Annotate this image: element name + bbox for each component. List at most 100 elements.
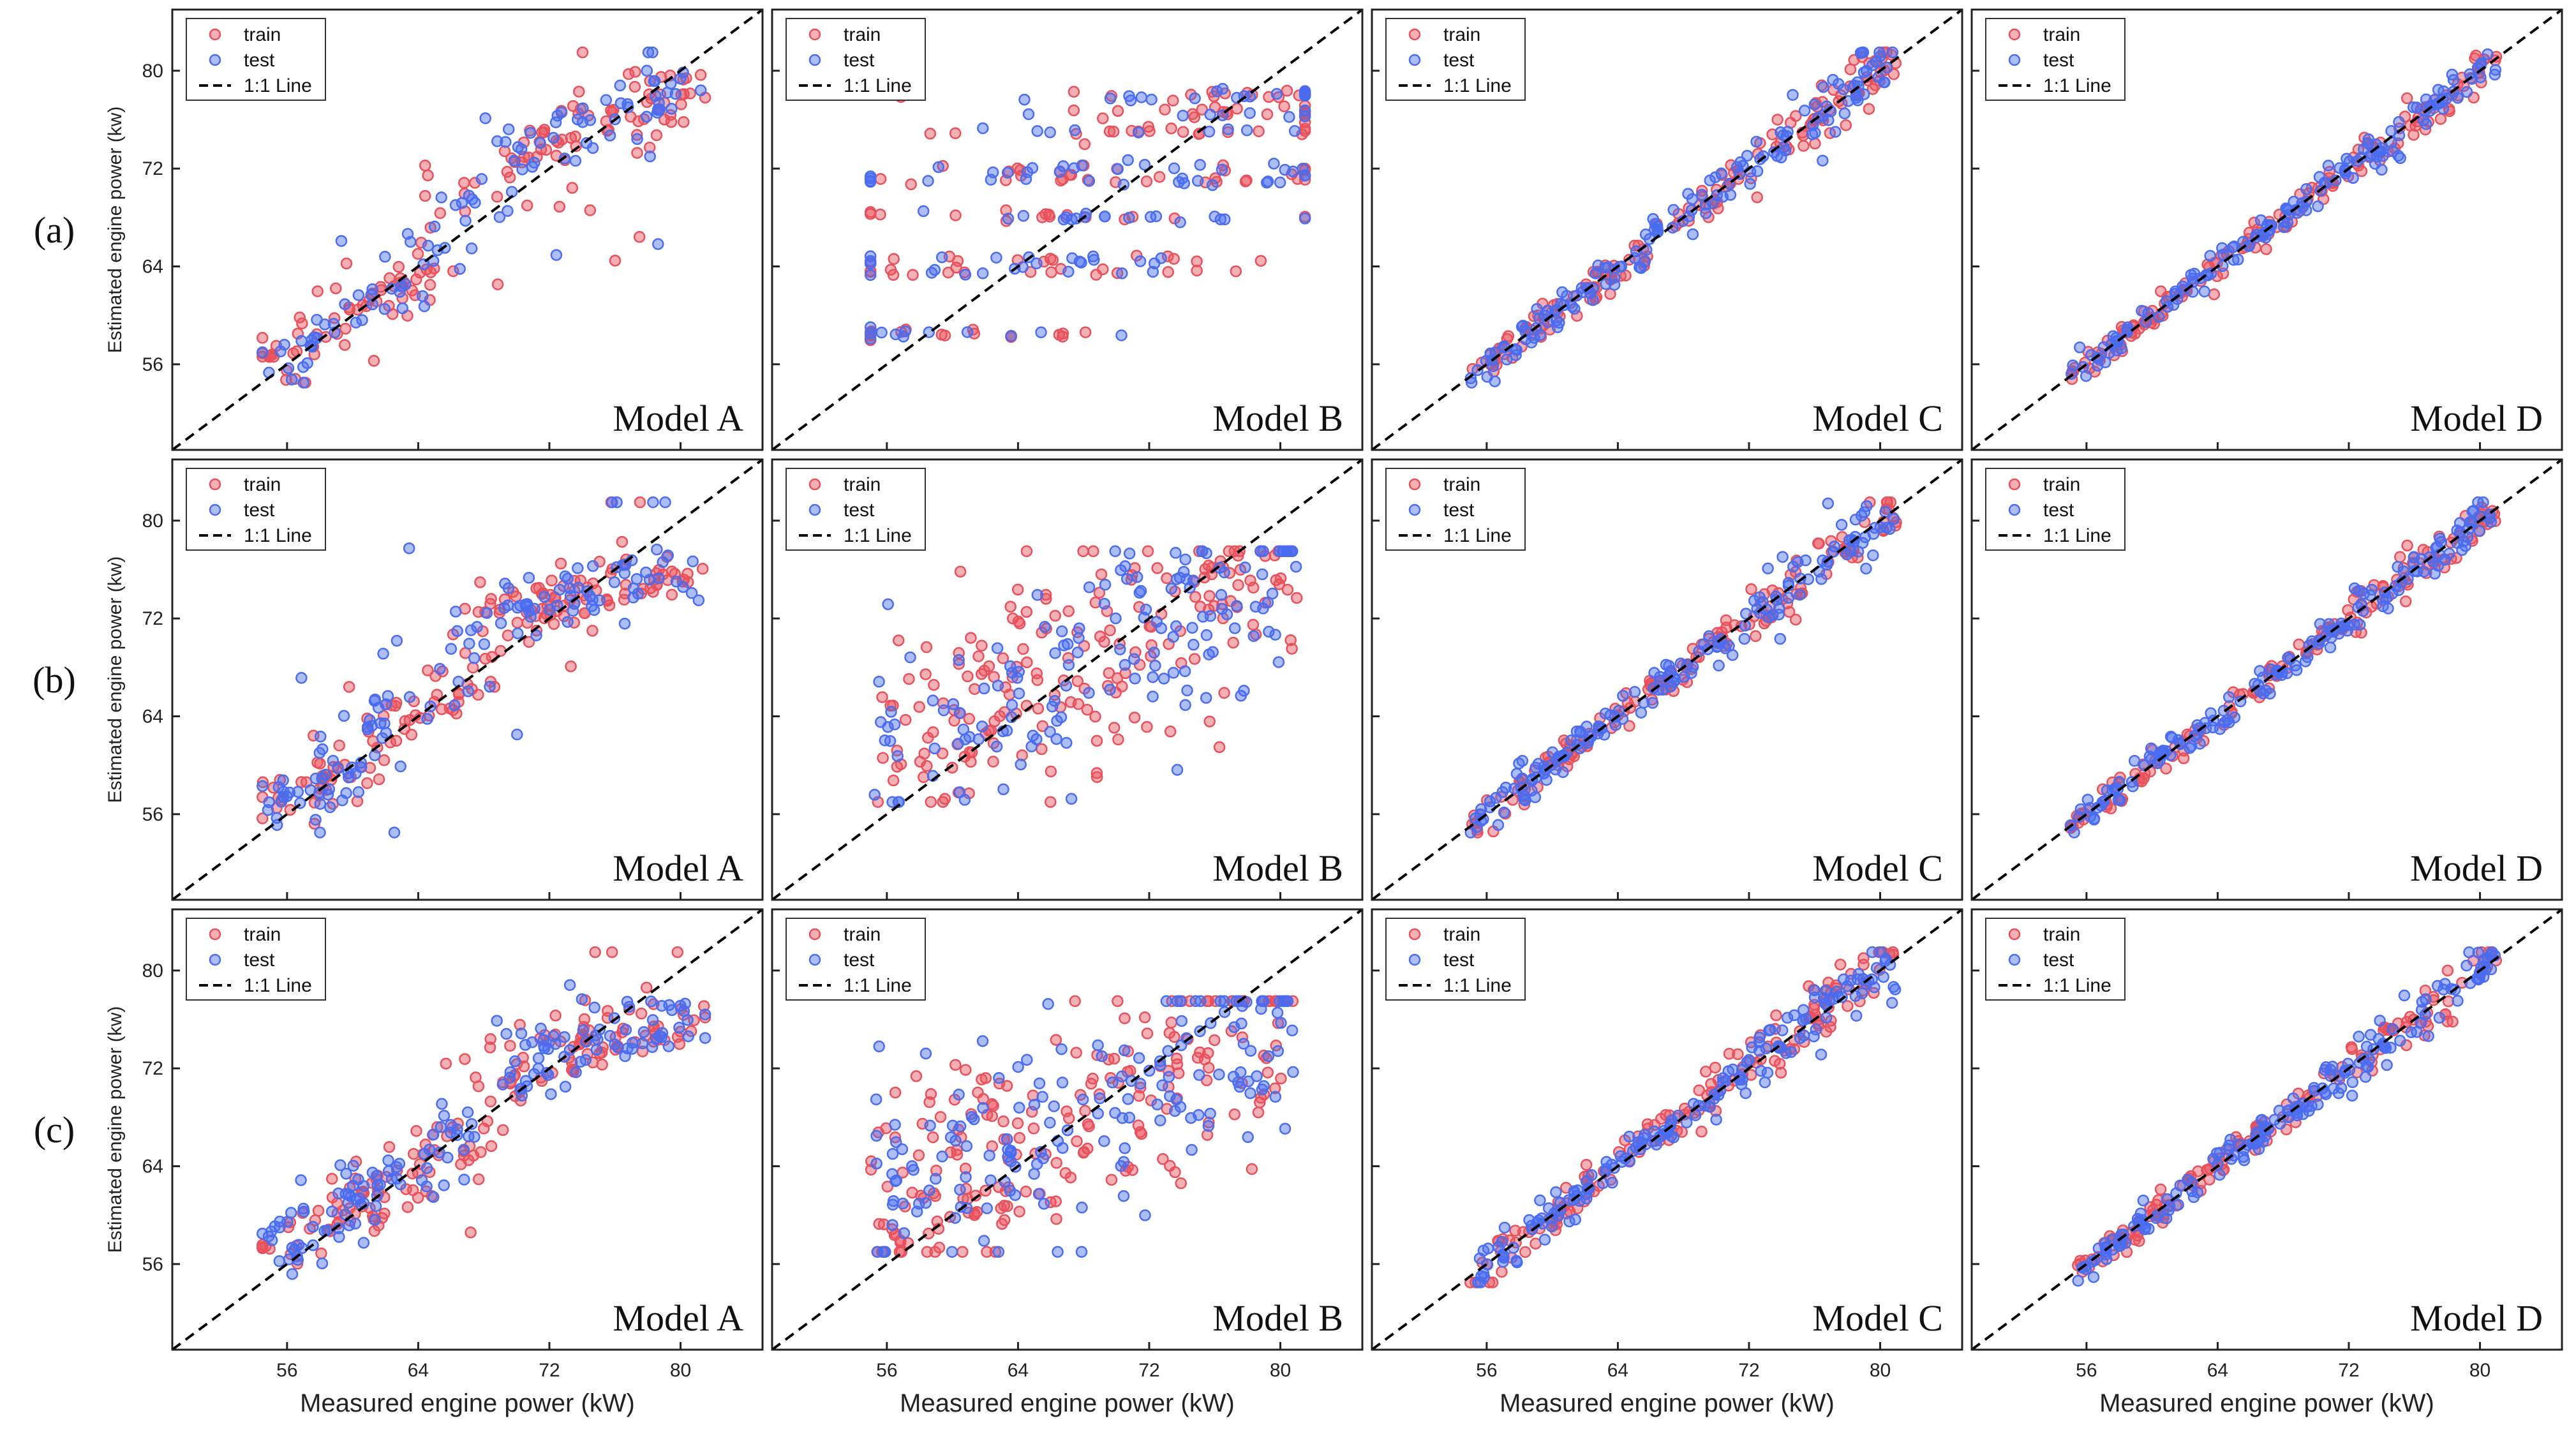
y-tick-label: 64 [142, 706, 163, 727]
test-point [1235, 689, 1247, 702]
test-point [2187, 286, 2199, 298]
test-point [1170, 1093, 1182, 1106]
train-point [1580, 1159, 1593, 1171]
train-point [1045, 765, 1057, 778]
y-tick-label: 56 [142, 804, 163, 825]
model-label: Model A [613, 847, 743, 889]
test-point [1215, 589, 1228, 601]
train-point [907, 269, 919, 281]
train-point [1254, 255, 1267, 267]
test-point [2080, 369, 2092, 382]
legend-label: test [244, 500, 275, 521]
train-point [2133, 1235, 2145, 1247]
test-point [445, 643, 458, 655]
train-point [1284, 634, 1297, 646]
y-tick-label: 56 [142, 354, 163, 375]
test-point [1471, 1276, 1484, 1288]
test-point [1106, 1077, 1119, 1089]
train-point [634, 496, 646, 509]
test-point [1139, 1209, 1151, 1221]
x-tick-label: 64 [2207, 1360, 2228, 1381]
test-point [393, 1158, 406, 1170]
test-point [2185, 740, 2198, 752]
test-point [1129, 673, 1141, 685]
one-to-one-line [172, 909, 763, 1350]
test-point [1186, 622, 1198, 634]
test-point [479, 112, 491, 124]
test-point [1646, 697, 1659, 709]
test-point [403, 542, 415, 555]
train-point [419, 190, 431, 202]
train-point [485, 593, 497, 605]
test-point [1031, 589, 1044, 601]
test-point [2447, 74, 2460, 86]
test-point [919, 1047, 932, 1060]
train-point [1232, 579, 1244, 592]
test-point [1062, 659, 1075, 671]
train-point [921, 1246, 934, 1258]
train-point [887, 774, 900, 787]
test-point [1230, 995, 1242, 1008]
test-point [1022, 108, 1035, 121]
test-point [1163, 1071, 1175, 1083]
test-point [1068, 162, 1080, 174]
test-point [396, 302, 409, 315]
panel-a-model-b: train test 1:1 Line Model B [771, 8, 1364, 451]
test-point [886, 1168, 898, 1180]
test-point [1617, 690, 1629, 702]
test-point [297, 1202, 309, 1215]
train-point [1153, 170, 1166, 183]
test-point [1501, 354, 1513, 366]
test-point [1490, 792, 1502, 804]
y-tick-label: 56 [142, 1254, 163, 1275]
train-point [1071, 675, 1084, 687]
test-point [870, 1093, 882, 1106]
test-point [1171, 764, 1184, 776]
y-axis-label: Estimated engine power (kw) [105, 556, 126, 803]
train-point [606, 946, 618, 958]
test-point [2214, 723, 2226, 735]
train-point [467, 1149, 480, 1162]
legend-label: train [244, 924, 281, 945]
one-to-one-line [1372, 459, 1962, 900]
train-point [1261, 108, 1274, 121]
test-point [428, 1128, 440, 1141]
train-point [1840, 119, 1852, 131]
test-point [1056, 1077, 1069, 1089]
test-point [500, 1027, 512, 1040]
test-point [421, 713, 433, 725]
train-point [2192, 1165, 2204, 1177]
train-point [412, 248, 424, 260]
test-point [382, 1165, 395, 1177]
test-point [377, 648, 389, 660]
test-point [2394, 152, 2406, 165]
test-point [1606, 1177, 1618, 1189]
test-point [257, 780, 269, 793]
test-point [1787, 89, 1799, 101]
panel-b-model-c: train test 1:1 Line Model C [1371, 458, 1963, 901]
test-point [864, 258, 877, 270]
train-point [2394, 551, 2406, 563]
test-point [537, 1034, 550, 1046]
train-point [876, 691, 888, 703]
test-point [953, 654, 965, 666]
test-point [514, 599, 526, 612]
train-point [629, 80, 641, 93]
test-point [898, 1227, 911, 1239]
test-point [1055, 711, 1068, 724]
test-point [897, 331, 910, 343]
test-point [1500, 781, 1512, 794]
test-point [491, 1015, 503, 1027]
test-point [1260, 176, 1273, 189]
test-point [438, 1179, 450, 1191]
train-point [633, 231, 646, 243]
train-point [401, 1201, 414, 1213]
test-point [2438, 85, 2450, 98]
legend-label: train [844, 24, 881, 45]
train-point [1036, 743, 1048, 756]
train-point [928, 679, 940, 691]
train-point [874, 173, 887, 185]
test-point [1169, 1105, 1181, 1117]
test-point [1787, 560, 1799, 573]
test-point [378, 717, 391, 729]
